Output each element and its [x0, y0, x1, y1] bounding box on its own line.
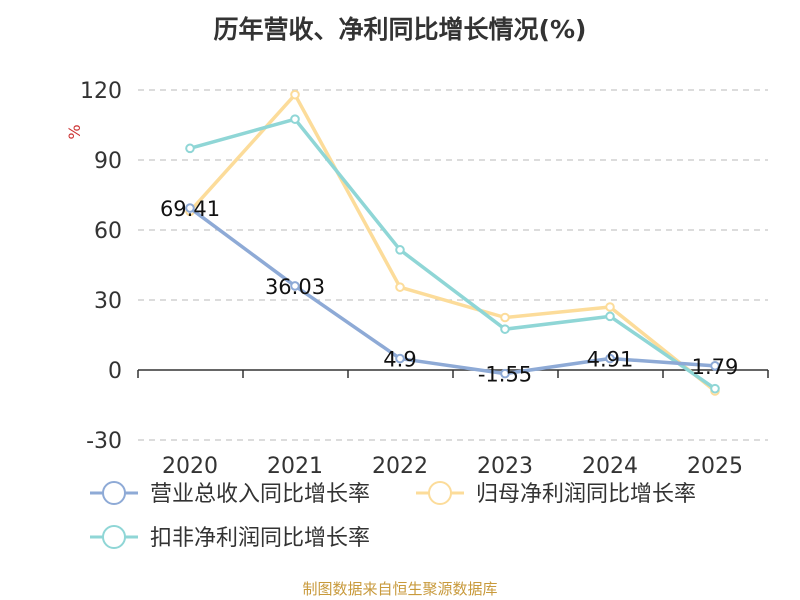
series-2-point	[500, 312, 510, 323]
legend-item-1: 营业总收入同比增长率	[90, 481, 370, 507]
x-tick-label: 2022	[372, 454, 428, 479]
y-tick-label: 90	[94, 149, 122, 174]
series-lines	[185, 89, 720, 396]
x-tick-label: 2021	[267, 454, 323, 479]
legend-swatch-marker	[102, 481, 126, 505]
x-tick-label: 2020	[162, 454, 218, 479]
legend-label: 归母净利润同比增长率	[476, 482, 696, 507]
legend-label: 营业总收入同比增长率	[150, 482, 370, 507]
axes: 120 90 60 30 0 -30% 2020 2021 2022 2023 2024 2025	[65, 79, 769, 479]
data-label: 4.9	[383, 348, 416, 372]
series-3-point	[710, 383, 720, 394]
series-2-point	[290, 89, 300, 100]
series-3-point	[290, 114, 300, 124]
y-tick-label: 120	[80, 79, 122, 104]
series-1-point	[290, 281, 300, 291]
data-label: 4.91	[587, 348, 634, 372]
chart-title: 历年营收、净利同比增长情况(%)	[213, 15, 587, 44]
series-3-point	[395, 245, 405, 255]
series-1-point	[605, 353, 615, 364]
data-label: 69.41	[160, 197, 220, 221]
series-1-point	[500, 368, 510, 379]
series-2-point	[605, 302, 615, 312]
legend-swatch-marker	[428, 481, 452, 505]
x-tick-label: 2024	[582, 454, 638, 479]
legend-item-3: 扣非净利润同比增长率	[90, 525, 370, 551]
legend-swatch-marker	[102, 525, 126, 549]
legend-item-2: 归母净利润同比增长率	[416, 481, 696, 507]
data-label: -1.55	[478, 363, 532, 387]
series-2-point	[395, 282, 405, 292]
series-3-point	[500, 324, 510, 334]
y-axis-label: %	[65, 124, 84, 139]
x-tick-label: 2025	[687, 454, 743, 479]
data-labels: 69.41 36.03 4.9 -1.55 4.91 1.79	[160, 197, 738, 387]
series-3-point	[605, 311, 615, 322]
series-1-point	[710, 361, 720, 371]
series-line-2	[188, 92, 717, 393]
series-3-point	[185, 143, 195, 154]
y-tick-label: 30	[94, 289, 122, 314]
y-tick-label: -30	[86, 429, 122, 454]
series-1-point	[185, 203, 195, 213]
data-label: 1.79	[692, 355, 739, 379]
data-label: 36.03	[265, 275, 325, 299]
series-line-3	[188, 117, 717, 391]
series-line-1	[188, 206, 717, 376]
y-tick-label: 0	[108, 359, 122, 384]
x-tick-label: 2023	[477, 454, 533, 479]
source-note: 制图数据来自恒生聚源数据库	[302, 580, 498, 598]
y-tick-label: 60	[94, 219, 122, 244]
series-1-point	[395, 353, 405, 364]
legend-label: 扣非净利润同比增长率	[150, 526, 370, 551]
grid-lines	[138, 89, 768, 441]
